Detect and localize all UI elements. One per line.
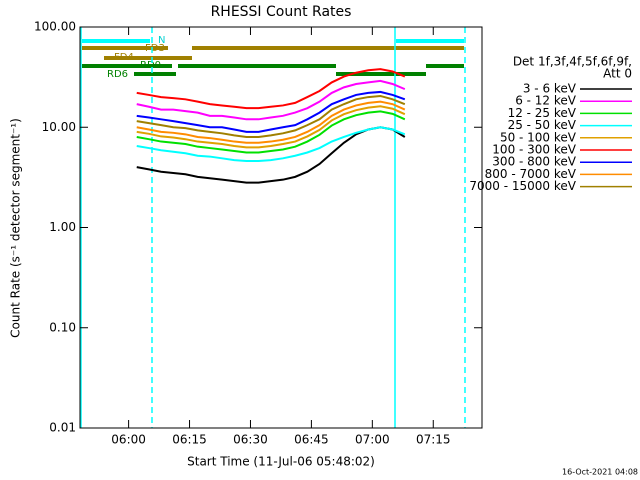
series-line bbox=[136, 68, 406, 110]
series-line bbox=[136, 100, 406, 144]
flag-label: RD0 bbox=[140, 60, 161, 71]
legend-title: Det 1f,3f,4f,5f,6f,9f, bbox=[513, 55, 632, 69]
series-line bbox=[136, 110, 406, 154]
flag-label: FD3 bbox=[145, 43, 165, 54]
legend-label: 25 - 50 keV bbox=[508, 118, 577, 132]
series-line bbox=[136, 79, 406, 121]
series-line bbox=[136, 126, 406, 163]
legend-label: 50 - 100 keV bbox=[500, 130, 577, 144]
flag-label: FD4 bbox=[114, 52, 134, 63]
series-line bbox=[136, 105, 406, 149]
flag-label: N bbox=[158, 35, 165, 46]
y-axis-label: Count Rate (s⁻¹ detector segment⁻¹) bbox=[9, 118, 23, 338]
legend-label: 12 - 25 keV bbox=[508, 106, 577, 120]
legend-title: Att 0 bbox=[603, 67, 632, 81]
legend-label: 7000 - 15000 keV bbox=[469, 179, 576, 193]
y-tick-label: 1.00 bbox=[49, 220, 76, 234]
y-tick-label: 100.00 bbox=[34, 20, 76, 34]
x-tick-label: 07:00 bbox=[355, 433, 390, 447]
legend-label: 100 - 300 keV bbox=[492, 143, 576, 157]
x-tick-label: 06:30 bbox=[233, 433, 268, 447]
y-tick-label: 10.00 bbox=[42, 120, 76, 134]
legend-label: 800 - 7000 keV bbox=[485, 167, 577, 181]
footer: 16-Oct-2021 04:08 bbox=[562, 468, 638, 477]
y-tick-label: 0.10 bbox=[49, 320, 76, 334]
legend-label: 3 - 6 keV bbox=[523, 82, 577, 96]
x-axis-label: Start Time (11-Jul-06 05:48:02) bbox=[187, 455, 375, 469]
flag-label: RD6 bbox=[107, 69, 128, 80]
series-line bbox=[136, 90, 406, 133]
series-line bbox=[136, 94, 406, 138]
x-tick-label: 07:15 bbox=[416, 433, 451, 447]
y-tick-label: 0.01 bbox=[49, 421, 76, 435]
x-tick-label: 06:15 bbox=[172, 433, 207, 447]
legend-label: 6 - 12 keV bbox=[515, 94, 577, 108]
x-tick-label: 06:00 bbox=[111, 433, 146, 447]
x-tick-label: 06:45 bbox=[294, 433, 329, 447]
legend-label: 300 - 800 keV bbox=[492, 155, 576, 169]
chart-title: RHESSI Count Rates bbox=[211, 4, 352, 20]
